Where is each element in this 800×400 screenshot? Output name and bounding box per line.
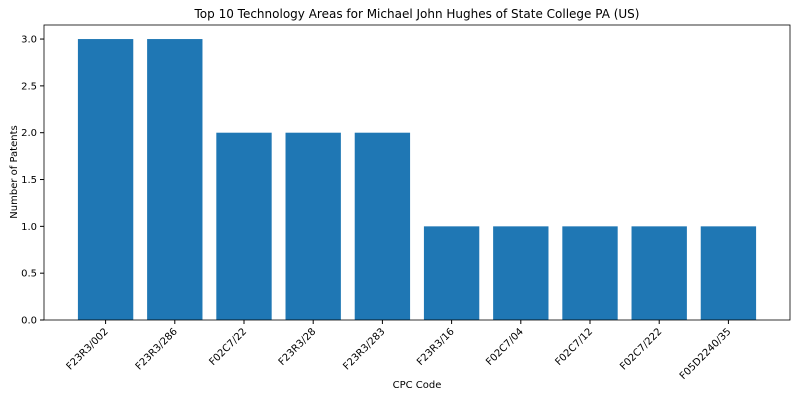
y-tick-label: 3.0: [21, 35, 37, 46]
chart-title: Top 10 Technology Areas for Michael John…: [194, 7, 640, 21]
bar: [632, 226, 687, 320]
bar: [286, 133, 341, 320]
bar: [355, 133, 410, 320]
x-tick-label: F02C7/222: [618, 326, 664, 372]
x-tick-label: F02C7/12: [553, 326, 595, 368]
bar: [216, 133, 271, 320]
x-tick-label: F23R3/28: [277, 326, 319, 368]
x-axis-label: CPC Code: [393, 380, 442, 391]
x-tick-label: F23R3/283: [341, 326, 387, 372]
y-tick-label: 0.5: [21, 269, 37, 280]
bar: [493, 226, 548, 320]
y-tick-label: 2.5: [21, 81, 37, 92]
x-tick-label: F23R3/16: [415, 326, 457, 368]
x-tick-label: F23R3/286: [134, 326, 180, 372]
y-tick-label: 2.0: [21, 128, 37, 139]
x-tick-label: F02C7/22: [207, 326, 249, 368]
bar: [78, 39, 133, 320]
y-tick-label: 1.0: [21, 222, 37, 233]
bar: [701, 226, 756, 320]
bar: [562, 226, 617, 320]
y-tick-label: 0.0: [21, 316, 37, 327]
bar: [147, 39, 202, 320]
chart: Top 10 Technology Areas for Michael John…: [0, 0, 800, 400]
y-tick-label: 1.5: [21, 175, 37, 186]
bar: [424, 226, 479, 320]
x-tick-label: F23R3/002: [65, 326, 111, 372]
y-axis-label: Number of Patents: [9, 125, 20, 218]
x-tick-label: F05D2240/35: [678, 326, 734, 382]
x-tick-label: F02C7/04: [484, 326, 526, 368]
